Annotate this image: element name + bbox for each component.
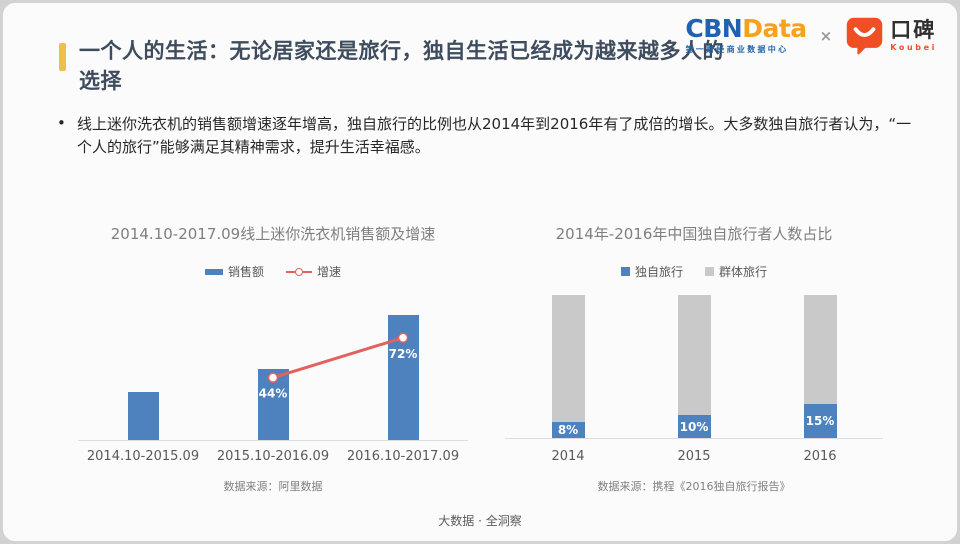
intro-text: 线上迷你洗衣机的销售额增速逐年增高，独自旅行的比例也从2014年到2016年有了… xyxy=(77,115,912,156)
koubei-logo: 口碑 Koubei xyxy=(845,16,937,55)
sales-chart-legend: 销售额 增速 xyxy=(63,263,483,280)
group-travel-bar: 15% xyxy=(803,295,837,438)
koubei-logo-cn: 口碑 xyxy=(890,18,937,42)
solo-chart-title: 2014年-2016年中国独自旅行者人数占比 xyxy=(555,225,833,243)
logo-separator-x: × xyxy=(819,26,833,45)
solo-travel-segment: 10% xyxy=(677,415,711,438)
x-label: 2016 xyxy=(803,449,837,464)
growth-line-marker xyxy=(397,332,409,344)
group-travel-bar: 8% xyxy=(551,295,585,438)
sales-chart-title: 2014.10-2017.09线上迷你洗衣机销售额及增速 xyxy=(110,225,436,243)
legend-label-growth: 增速 xyxy=(317,265,342,279)
legend-label-group: 群体旅行 xyxy=(719,265,768,279)
solo-chart-legend: 独自旅行 群体旅行 xyxy=(505,263,883,280)
growth-value-label: 72% xyxy=(389,347,418,361)
x-label: 2014.10-2015.09 xyxy=(86,449,200,464)
cbndata-logo-cbn: CBN xyxy=(685,14,743,43)
bar-swatch-icon xyxy=(204,268,223,275)
x-label: 2015 xyxy=(677,449,711,464)
x-label: 2014 xyxy=(551,449,585,464)
x-label: 2016.10-2017.09 xyxy=(346,449,460,464)
footer-tagline: 大数据 · 全洞察 xyxy=(438,514,522,528)
sales-x-axis-labels: 2014.10-2015.09 2015.10-2016.09 2016.10-… xyxy=(78,449,468,464)
growth-line-marker xyxy=(267,372,279,383)
solo-x-axis-labels: 2014 2015 2016 xyxy=(505,449,883,464)
cbndata-logo-data: Data xyxy=(742,14,807,43)
blue-square-swatch-icon xyxy=(620,267,630,276)
solo-data-source: 数据来源：携程《2016独自旅行报告》 xyxy=(597,480,791,493)
cbndata-logo: CBNData 第一财经商业数据中心 xyxy=(685,14,807,55)
title-accent-bar xyxy=(59,43,66,71)
legend-item-sales: 销售额 xyxy=(204,263,264,280)
bullet-marker: • xyxy=(57,114,66,132)
group-travel-bar: 10% xyxy=(677,295,711,438)
legend-label-solo: 独自旅行 xyxy=(634,265,683,279)
cbndata-subtitle: 第一财经商业数据中心 xyxy=(685,45,789,54)
solo-travel-segment: 15% xyxy=(803,404,837,438)
sales-data-source: 数据来源：阿里数据 xyxy=(223,480,323,493)
solo-plot-area: 8% 10% 15% xyxy=(505,295,883,439)
solo-travel-segment: 8% xyxy=(551,422,585,438)
legend-item-group: 群体旅行 xyxy=(705,263,767,280)
brand-logos: CBNData 第一财经商业数据中心 × 口碑 Koubei xyxy=(685,16,937,55)
koubei-logo-en: Koubei xyxy=(890,43,937,52)
gray-square-swatch-icon xyxy=(705,267,714,276)
legend-item-solo: 独自旅行 xyxy=(620,263,683,280)
legend-label-sales: 销售额 xyxy=(227,265,264,279)
legend-item-growth: 增速 xyxy=(286,263,341,280)
solo-traveler-chart: 2014年-2016年中国独自旅行者人数占比 独自旅行 群体旅行 8% 10% 15… xyxy=(505,223,883,493)
sales-plot-area: 44% 72% xyxy=(78,295,468,441)
report-slide: 一个人的生活：无论居家还是旅行，独自生活已经成为越来越多人的选择 CBNData… xyxy=(3,3,957,541)
x-label: 2015.10-2016.09 xyxy=(216,449,330,464)
sales-growth-chart: 2014.10-2017.09线上迷你洗衣机销售额及增速 销售额 增速 44% 7… xyxy=(63,223,483,493)
growth-value-label: 44% xyxy=(259,387,288,401)
koubei-smile-icon xyxy=(847,17,883,55)
line-swatch-icon xyxy=(286,267,312,276)
page-title: 一个人的生活：无论居家还是旅行，独自生活已经成为越来越多人的选择 xyxy=(79,39,724,93)
sales-bar xyxy=(127,392,159,440)
growth-line-overlay: 44% 72% xyxy=(259,332,418,401)
